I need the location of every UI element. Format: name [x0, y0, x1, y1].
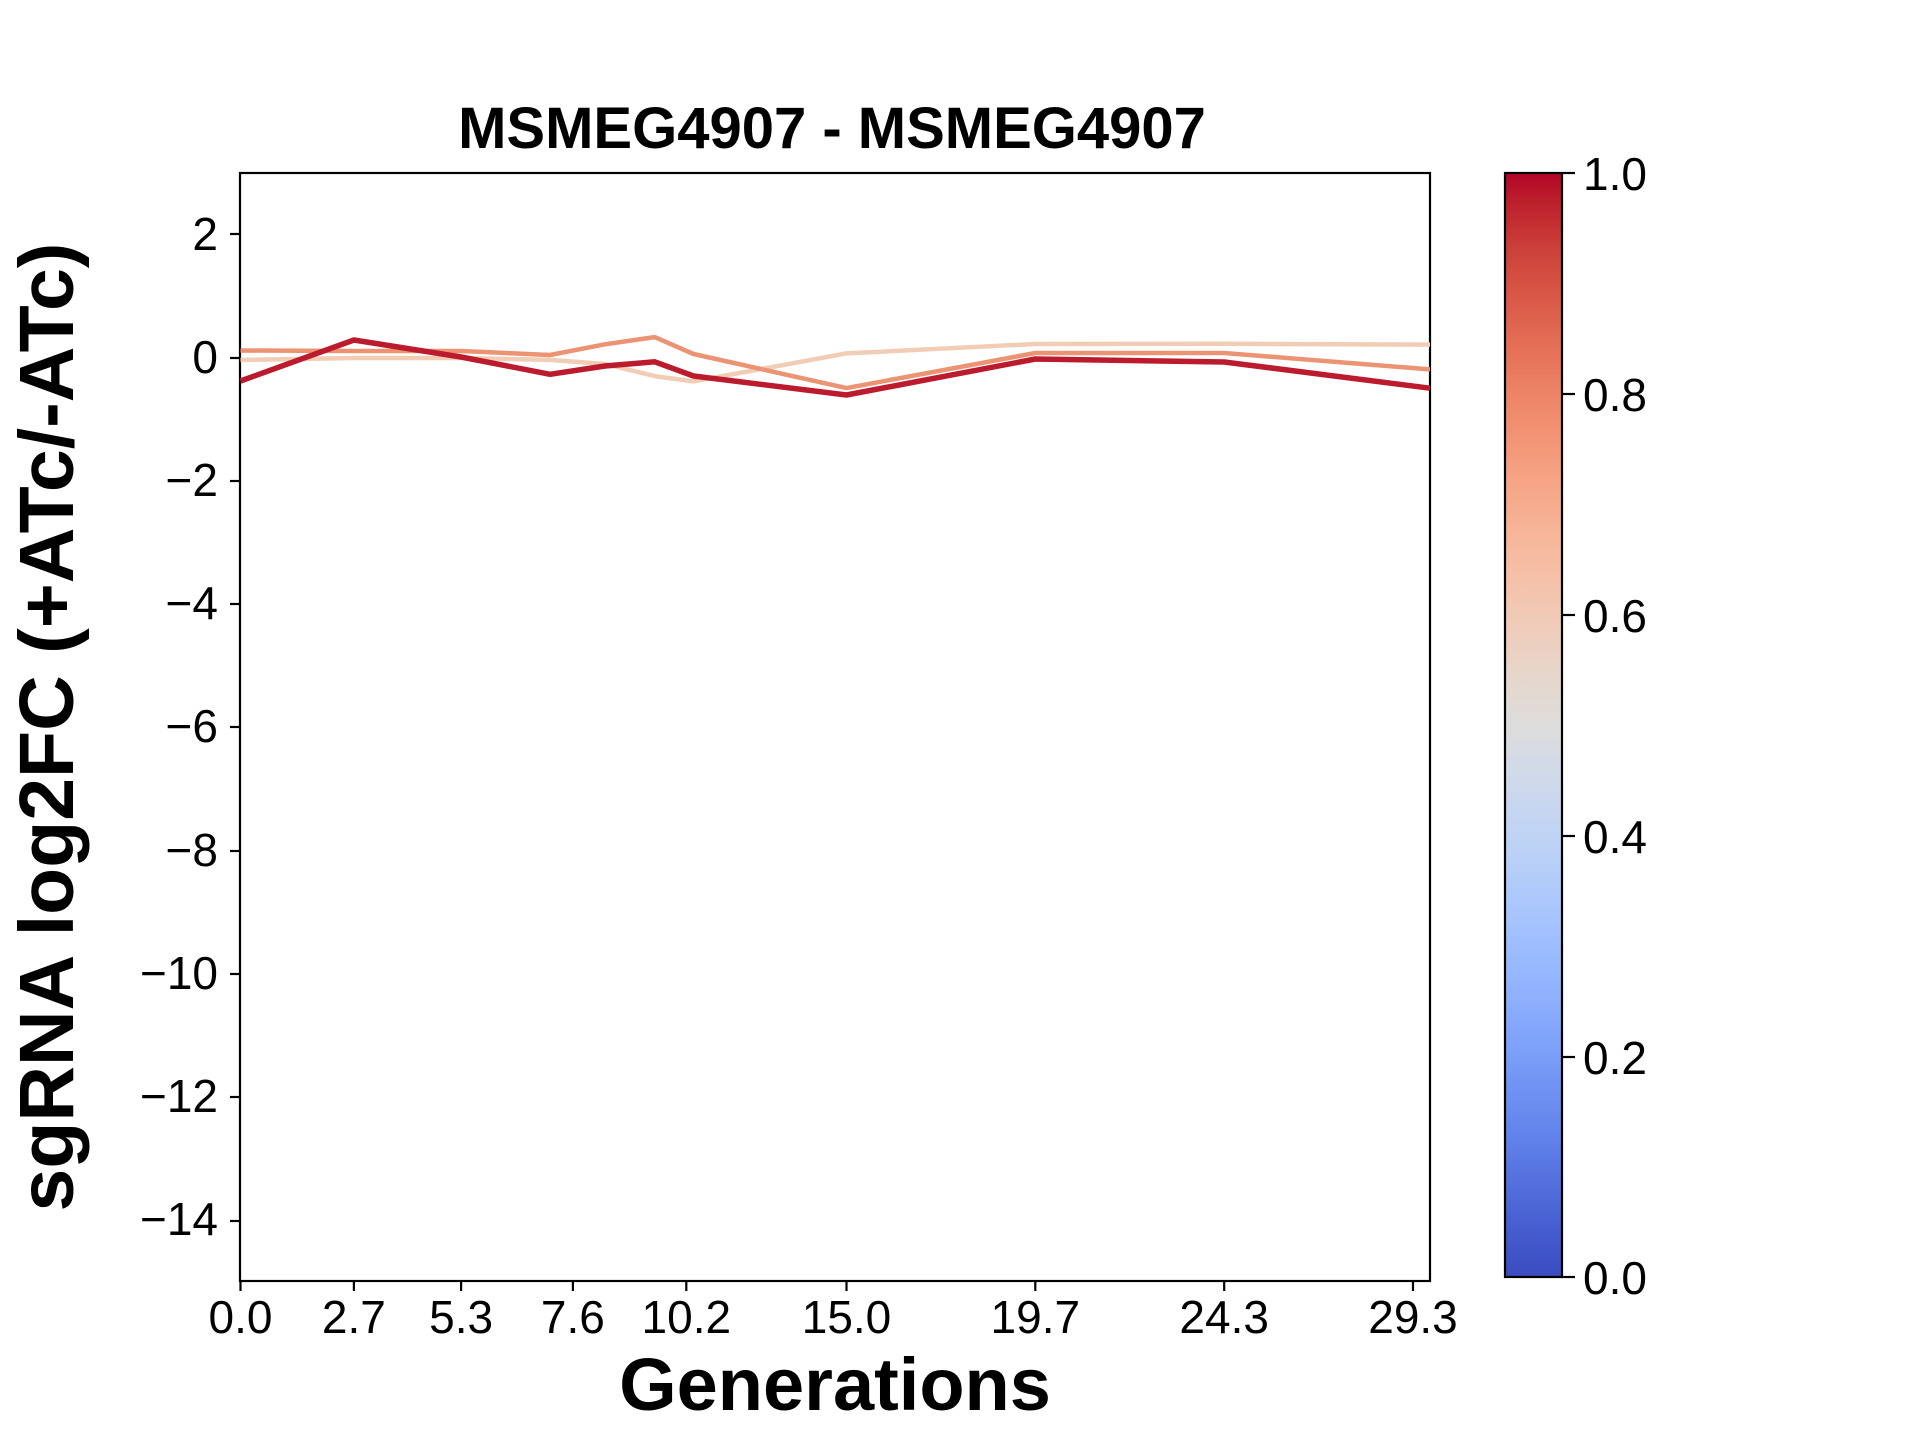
svg-text:−8: −8 — [166, 824, 218, 876]
svg-text:15.0: 15.0 — [802, 1291, 892, 1343]
svg-text:MSMEG4907 - MSMEG4907: MSMEG4907 - MSMEG4907 — [458, 96, 1206, 161]
svg-text:0.4: 0.4 — [1583, 811, 1647, 863]
svg-text:0.2: 0.2 — [1583, 1032, 1647, 1084]
svg-text:7.6: 7.6 — [541, 1291, 605, 1343]
svg-text:24.3: 24.3 — [1179, 1291, 1269, 1343]
svg-text:1.0: 1.0 — [1583, 148, 1647, 200]
svg-text:0.0: 0.0 — [1583, 1252, 1647, 1304]
svg-text:−10: −10 — [140, 947, 218, 999]
svg-text:Generations: Generations — [619, 1343, 1051, 1426]
svg-text:−4: −4 — [166, 577, 218, 629]
svg-text:2.7: 2.7 — [322, 1291, 386, 1343]
svg-text:sgRNA log2FC (+ATc/-ATc): sgRNA log2FC (+ATc/-ATc) — [4, 243, 90, 1212]
svg-text:−12: −12 — [140, 1070, 218, 1122]
svg-text:0.6: 0.6 — [1583, 590, 1647, 642]
svg-text:−14: −14 — [140, 1193, 218, 1245]
svg-text:29.3: 29.3 — [1368, 1291, 1458, 1343]
svg-text:10.2: 10.2 — [642, 1291, 732, 1343]
svg-text:−6: −6 — [166, 700, 218, 752]
svg-text:0: 0 — [192, 331, 218, 383]
svg-text:2: 2 — [192, 208, 218, 260]
svg-text:0.8: 0.8 — [1583, 369, 1647, 421]
svg-text:19.7: 19.7 — [991, 1291, 1081, 1343]
svg-text:−2: −2 — [166, 454, 218, 506]
svg-text:0.0: 0.0 — [209, 1291, 273, 1343]
svg-text:5.3: 5.3 — [429, 1291, 493, 1343]
